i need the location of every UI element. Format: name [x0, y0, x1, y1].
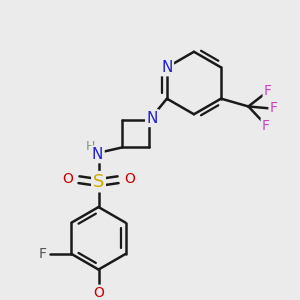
Text: F: F — [38, 247, 46, 261]
Text: N: N — [146, 111, 158, 126]
Text: S: S — [93, 173, 104, 191]
Text: O: O — [124, 172, 135, 186]
Text: F: F — [270, 101, 278, 116]
Text: N: N — [161, 60, 172, 75]
Text: H: H — [86, 140, 95, 153]
Text: O: O — [62, 172, 73, 186]
Text: F: F — [262, 119, 270, 133]
Text: O: O — [93, 286, 104, 300]
Text: N: N — [92, 147, 103, 162]
Text: F: F — [264, 84, 272, 98]
